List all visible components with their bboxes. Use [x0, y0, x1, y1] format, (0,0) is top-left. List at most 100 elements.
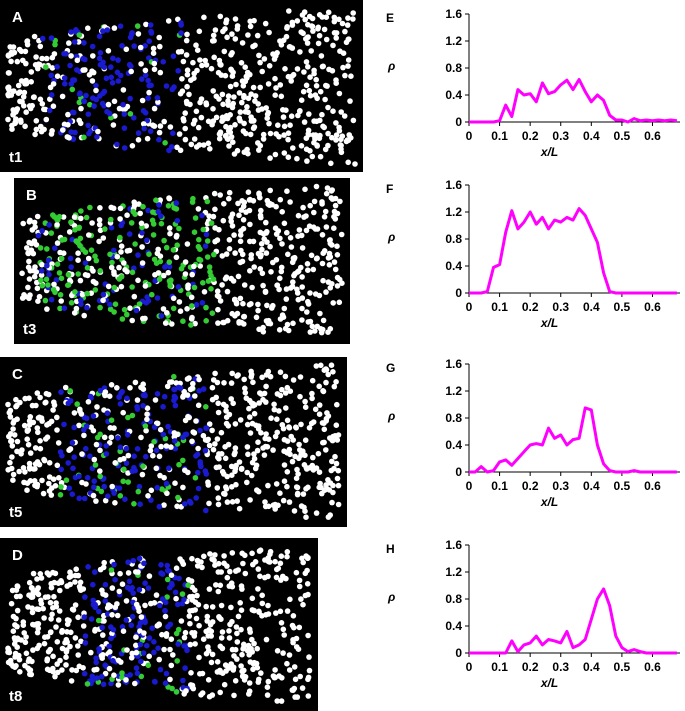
cell — [239, 40, 246, 46]
cell — [233, 81, 239, 88]
cell — [61, 421, 67, 428]
cell — [241, 94, 247, 101]
cell — [47, 96, 53, 102]
cell — [209, 651, 216, 658]
cell — [219, 282, 225, 288]
cell — [77, 277, 84, 284]
cell — [159, 631, 165, 638]
cell — [242, 64, 248, 70]
cell — [150, 452, 156, 459]
cell — [44, 246, 50, 252]
cell — [255, 147, 262, 153]
cell — [136, 586, 143, 593]
cell — [189, 555, 195, 562]
cell — [257, 390, 263, 396]
cell — [125, 559, 131, 565]
cell — [347, 98, 353, 104]
cell — [94, 675, 100, 681]
cell — [305, 591, 311, 598]
cell — [96, 33, 103, 40]
cell — [142, 602, 148, 609]
cell — [90, 492, 97, 499]
cell — [224, 34, 230, 41]
cell — [323, 447, 329, 453]
y-tick-label: 0.8 — [445, 411, 462, 425]
cell — [196, 376, 202, 383]
cell — [180, 434, 186, 441]
cell — [267, 243, 273, 250]
cell — [284, 483, 290, 490]
cell — [280, 626, 287, 633]
cell — [299, 284, 306, 290]
cell — [44, 434, 51, 441]
cell — [196, 654, 202, 661]
cell — [320, 439, 326, 446]
cell — [154, 95, 161, 101]
cell — [12, 650, 19, 657]
cell — [133, 634, 139, 640]
cell — [39, 35, 46, 42]
cell — [333, 132, 340, 138]
cell — [120, 87, 127, 93]
y-tick-label: 1.2 — [445, 565, 462, 579]
cell — [313, 76, 320, 83]
cell — [196, 236, 202, 243]
cell — [107, 301, 113, 308]
cell — [138, 658, 144, 665]
cell — [81, 432, 87, 439]
cell — [165, 203, 172, 209]
cell — [71, 310, 78, 316]
cell — [81, 670, 88, 677]
cell — [144, 135, 151, 142]
cell — [111, 98, 118, 105]
cell — [112, 604, 119, 611]
cell — [129, 269, 136, 276]
cell — [245, 150, 251, 157]
cell — [229, 223, 236, 229]
cell — [192, 215, 199, 221]
cell — [328, 188, 335, 194]
cell — [191, 430, 198, 436]
cell — [244, 444, 251, 450]
cell — [10, 44, 17, 50]
cell — [51, 579, 58, 586]
cell — [317, 480, 323, 487]
cell — [146, 89, 152, 96]
cell — [73, 667, 80, 674]
cell — [99, 624, 105, 631]
cell — [28, 69, 35, 75]
cell — [202, 447, 209, 454]
cell — [211, 190, 218, 197]
cell — [67, 255, 74, 262]
cell — [233, 568, 239, 574]
cell — [333, 460, 340, 467]
cell — [158, 213, 164, 219]
cell — [26, 103, 33, 109]
cell — [137, 44, 144, 51]
cell — [109, 612, 115, 618]
cell — [60, 127, 66, 133]
cell — [175, 494, 181, 501]
cell — [108, 635, 114, 642]
cell — [110, 55, 116, 62]
cell — [154, 484, 161, 491]
cell — [216, 293, 222, 300]
cell — [262, 288, 269, 295]
cell — [223, 123, 229, 130]
cell — [25, 441, 32, 448]
cell — [202, 57, 208, 64]
cell — [296, 583, 303, 590]
cell — [23, 60, 29, 67]
cell — [29, 605, 35, 611]
cell — [212, 562, 218, 568]
cell — [89, 677, 96, 683]
cell — [167, 676, 173, 683]
cell — [62, 81, 68, 87]
cell — [196, 256, 202, 263]
cell — [270, 259, 276, 266]
cell — [115, 435, 121, 441]
cell — [300, 204, 306, 211]
cell — [260, 136, 267, 142]
cell — [134, 670, 141, 677]
cell — [281, 478, 288, 485]
